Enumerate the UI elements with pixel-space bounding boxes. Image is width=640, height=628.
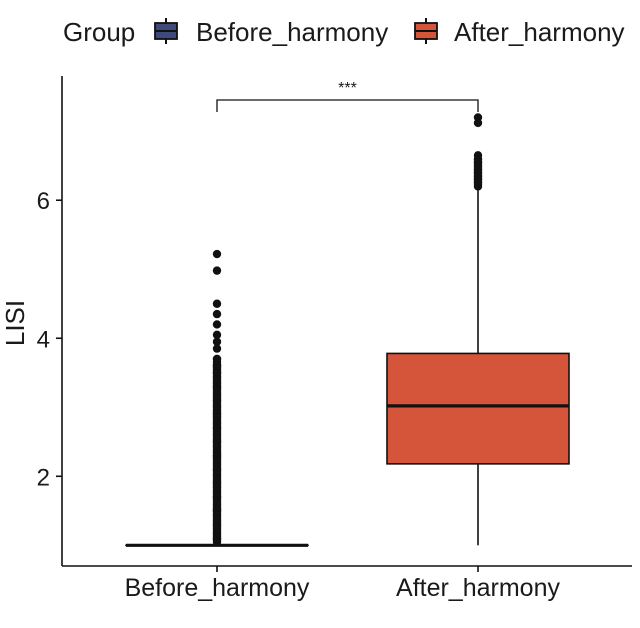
y-axis-label: LISI [0, 300, 30, 346]
outlier-point [212, 344, 222, 353]
outlier-point [473, 155, 483, 164]
significance-bracket [216, 99, 479, 112]
legend-key-before-harmony [154, 18, 178, 44]
box-body [386, 352, 570, 465]
outlier-point [212, 330, 222, 340]
significance-label: *** [338, 80, 357, 97]
outlier-point [212, 320, 222, 329]
significance-annotation: *** [216, 80, 479, 112]
x-ticks: Before_harmony After_harmony [125, 566, 560, 602]
outlier-point [212, 249, 222, 259]
legend-label-before-harmony: Before_harmony [196, 17, 388, 47]
legend: Group Before_harmony After_harmony [63, 17, 625, 47]
y-tick-label: 6 [37, 188, 50, 215]
boxes [125, 186, 570, 547]
outlier-point [212, 266, 222, 275]
box-after-harmony [386, 186, 570, 546]
y-ticks: 2 4 6 [37, 188, 62, 491]
outlier-point [473, 113, 483, 122]
x-tick-label: Before_harmony [125, 574, 310, 602]
outlier-points [212, 113, 483, 547]
y-tick-label: 4 [37, 326, 50, 353]
x-tick-label: After_harmony [396, 574, 560, 602]
outlier-point [212, 309, 222, 319]
y-tick-label: 2 [37, 464, 50, 491]
outlier-point [212, 354, 222, 364]
outlier-point [212, 337, 222, 346]
legend-key-after-harmony [414, 18, 438, 44]
legend-label-after-harmony: After_harmony [454, 17, 625, 47]
legend-title: Group [63, 17, 135, 47]
outlier-point [212, 299, 222, 308]
